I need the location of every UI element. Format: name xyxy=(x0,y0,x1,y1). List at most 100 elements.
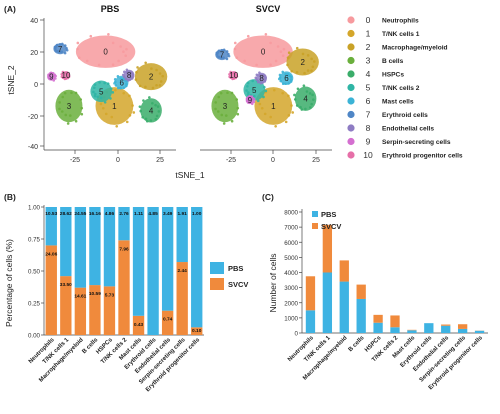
cluster-label-10: 10 xyxy=(62,71,71,80)
legend-number: 7 xyxy=(366,110,371,120)
cluster-5-points xyxy=(90,80,115,104)
bar-svcv-segment xyxy=(441,324,451,326)
ytick-0: 0 xyxy=(34,82,38,89)
cluster-label-0: 0 xyxy=(103,48,108,57)
pbs-value-label: 1.11 xyxy=(134,211,143,217)
cluster-7-points xyxy=(215,48,231,61)
legend-swatch xyxy=(347,56,355,65)
bar-pbs-segment xyxy=(89,207,101,286)
bar-pbs-segment xyxy=(176,207,188,263)
pbs-value-label: 24.55 xyxy=(74,211,86,217)
ytick-neg20: -20 xyxy=(28,114,38,121)
cluster-label-3: 3 xyxy=(223,102,228,111)
cluster-label-2: 2 xyxy=(300,58,305,67)
legend-item-1: 1 T/NK cells 1 xyxy=(347,29,420,39)
legend-label: PBS xyxy=(228,264,243,273)
bar-pbs-segment xyxy=(339,281,349,333)
cluster-label-9: 9 xyxy=(49,73,54,82)
panel-b-ytick: 0.50 xyxy=(28,269,41,276)
svcv-value-label: 14.61 xyxy=(74,294,86,300)
bar-svcv-segment xyxy=(89,285,101,335)
bar-pbs-segment xyxy=(161,207,174,311)
bar-svcv-segment xyxy=(305,276,316,311)
panel-b-letter: (B) xyxy=(4,192,16,202)
bar-svcv-segment xyxy=(74,287,87,335)
bar-pbs-segment xyxy=(407,330,417,333)
legend-number: 2 xyxy=(366,42,371,52)
bar-pbs-segment xyxy=(103,207,116,287)
pbs-value-label: 16.16 xyxy=(89,211,101,217)
bar-svcv-segment xyxy=(356,284,366,299)
svcv-title: SVCV xyxy=(256,4,281,14)
panel-c-legend: PBS SVCV xyxy=(312,210,341,231)
panel-b-ytick: 1.00 xyxy=(28,205,41,212)
tsne2-label: tSNE_2 xyxy=(6,65,16,95)
bar-pbs-segment xyxy=(60,207,72,277)
panel-c-ytick: 4000 xyxy=(284,270,298,277)
bar-svcv-segment xyxy=(191,327,203,335)
bar-svcv-segment xyxy=(45,245,57,335)
bar-svcv-segment xyxy=(339,260,349,282)
legend-number: 3 xyxy=(366,56,371,66)
panel-c-ytick: 3000 xyxy=(284,285,298,292)
ytick-40: 40 xyxy=(30,18,38,25)
panel-b-ytick: 0.75 xyxy=(28,237,41,244)
legend-label: B cells xyxy=(382,58,404,65)
bar-c-3: B cells xyxy=(348,284,366,353)
legend-item-7: 7 Erythroid cells xyxy=(347,110,428,120)
legend-label: Mast cells xyxy=(382,99,414,106)
svcv-value-label: 10.59 xyxy=(89,291,101,297)
bar-pbs-segment xyxy=(322,272,333,333)
legend-swatch xyxy=(347,83,355,92)
legend-number: 10 xyxy=(363,150,373,160)
cluster-label-4: 4 xyxy=(149,106,154,115)
legend-item-6: 6 Mast cells xyxy=(347,96,414,106)
cluster-label-6: 6 xyxy=(284,74,289,83)
legend-swatch xyxy=(347,43,355,51)
svcv-value-label: 24.06 xyxy=(45,251,57,257)
pbs-value-label: 3.49 xyxy=(163,211,173,217)
pbs-value-label: 28.62 xyxy=(60,211,72,217)
cluster-label-9: 9 xyxy=(248,96,253,105)
panel-c-ytick: 2000 xyxy=(284,300,298,307)
ytick-20: 20 xyxy=(30,50,38,57)
cluster-labels-svcv: 0 1 2 3 4 5 6 7 8 9 10 xyxy=(220,48,309,111)
tsne1-label: tSNE_1 xyxy=(175,170,205,180)
legend-swatch xyxy=(347,137,355,146)
bar-pbs-segment xyxy=(474,330,485,333)
panel-b-legend: PBS SVCV xyxy=(210,262,248,290)
legend-item-5: 5 T/NK cells 2 xyxy=(347,83,420,93)
cluster-label-8: 8 xyxy=(259,74,264,83)
legend-label: T/NK cells 1 xyxy=(382,31,420,38)
legend-number: 0 xyxy=(366,15,371,25)
panel-c-letter: (C) xyxy=(262,192,274,202)
xtick-25: 25 xyxy=(156,157,164,164)
bar-c-4: HSPCs xyxy=(364,314,383,354)
bar-svcv-segment xyxy=(103,286,116,335)
panel-c-category-label: B cells xyxy=(348,335,366,353)
cluster-2-points xyxy=(286,46,319,76)
legend-item-2: 2 Macrophage/myeloid xyxy=(347,42,448,52)
scatter-left-axes xyxy=(40,18,176,154)
cluster-4-points xyxy=(293,84,317,111)
cluster-label-7: 7 xyxy=(58,45,63,54)
legend-number: 5 xyxy=(366,83,371,93)
legend-label: T/NK cells 2 xyxy=(382,85,420,92)
bar-svcv-segment xyxy=(390,315,400,328)
cluster-7-points xyxy=(53,42,69,55)
legend-swatch xyxy=(347,124,355,132)
legend-label: Erythroid progenitor cells xyxy=(382,153,463,160)
legend-swatch xyxy=(312,211,318,217)
svcv-value-label: 5.73 xyxy=(105,292,115,298)
bar-pbs-segment xyxy=(305,310,316,333)
panel-c-ytick: 0 xyxy=(295,331,299,338)
legend-swatch xyxy=(347,110,355,119)
cluster-label-10: 10 xyxy=(229,71,238,80)
cluster-8-points xyxy=(121,68,135,82)
cluster-0-points xyxy=(75,33,136,68)
svcv-value-label: 0.43 xyxy=(134,322,144,328)
cluster-label-2: 2 xyxy=(149,73,154,82)
cluster-label-5: 5 xyxy=(252,86,257,95)
panel-a-letter: (A) xyxy=(4,4,16,14)
